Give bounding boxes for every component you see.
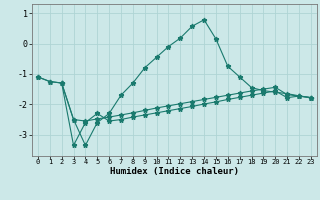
X-axis label: Humidex (Indice chaleur): Humidex (Indice chaleur) [110,167,239,176]
